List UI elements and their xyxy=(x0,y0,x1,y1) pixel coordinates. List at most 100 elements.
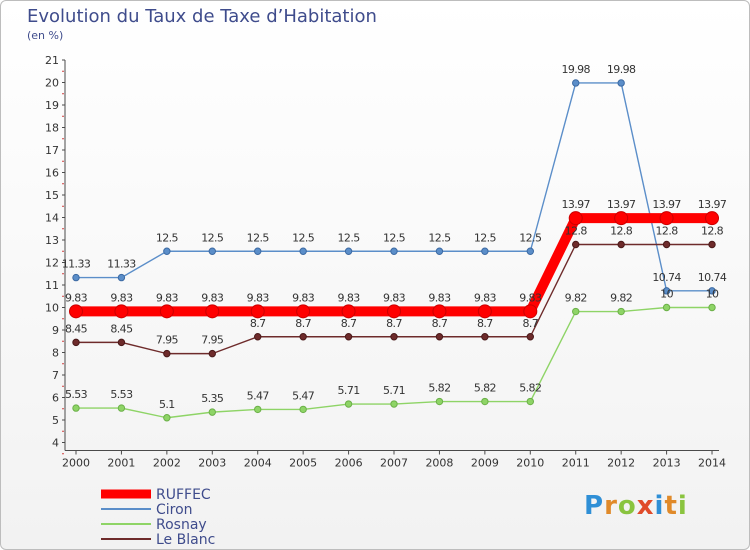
data-label: 5.47 xyxy=(292,389,315,402)
data-point xyxy=(117,273,126,282)
data-point xyxy=(344,247,353,255)
series-layer xyxy=(69,79,720,422)
x-tick-label: 2002 xyxy=(153,457,181,470)
data-label: 12.8 xyxy=(701,225,724,238)
logo-letter: P xyxy=(584,491,605,521)
data-label: 8.7 xyxy=(432,317,448,330)
data-label: 8.45 xyxy=(65,322,88,335)
data-point xyxy=(662,287,671,295)
legend-label: RUFFEC xyxy=(156,487,211,503)
x-tick-label: 2004 xyxy=(244,457,272,470)
data-point xyxy=(117,404,126,412)
x-tick-label: 2009 xyxy=(471,457,499,470)
data-label: 12.5 xyxy=(428,231,451,244)
data-point xyxy=(163,349,171,358)
x-tick-label: 2007 xyxy=(380,457,408,470)
data-point xyxy=(163,247,171,255)
data-label: 10.74 xyxy=(652,271,681,284)
x-tick-label: 2001 xyxy=(107,457,135,470)
data-point xyxy=(708,303,716,312)
data-label: 9.83 xyxy=(247,291,270,304)
data-point xyxy=(572,79,580,87)
data-point xyxy=(432,304,447,319)
x-tick-label: 2005 xyxy=(289,457,317,470)
data-point xyxy=(523,304,538,319)
data-label: 9.83 xyxy=(519,291,542,304)
data-label: 13.97 xyxy=(607,198,636,211)
data-point xyxy=(296,304,311,319)
data-point xyxy=(299,333,307,341)
x-tick-label: 2010 xyxy=(516,457,544,470)
series-line-ciron xyxy=(76,82,713,292)
data-point xyxy=(708,287,716,295)
data-label: 9.82 xyxy=(565,292,587,305)
data-point xyxy=(387,304,402,319)
y-tick-label: 15 xyxy=(45,189,59,202)
data-label: 11.33 xyxy=(62,258,91,271)
data-point xyxy=(477,304,492,319)
data-label: 5.82 xyxy=(519,382,541,395)
data-label: 12.5 xyxy=(201,231,224,244)
x-tick-label: 2014 xyxy=(698,457,726,470)
data-point xyxy=(662,303,671,312)
y-tick-label: 5 xyxy=(52,414,59,427)
data-point xyxy=(117,338,126,347)
data-label: 8.7 xyxy=(386,317,402,330)
y-tick-label: 13 xyxy=(45,234,59,247)
axes: 4 5 6 7 8 9 10 11 12 13 14 15 16 17 18 19 20 21 2000 2001 20… xyxy=(45,54,726,470)
y-tick-label: 6 xyxy=(52,392,59,405)
data-label: 5.71 xyxy=(383,384,405,397)
data-label: 9.83 xyxy=(201,291,224,304)
x-tick-label: 2013 xyxy=(653,457,681,470)
data-label: 8.7 xyxy=(295,317,311,330)
proxiti-logo: Proxiti xyxy=(584,491,688,521)
data-label: 5.47 xyxy=(247,389,270,402)
data-point xyxy=(390,333,398,341)
data-point xyxy=(568,211,583,226)
data-label: 12.5 xyxy=(338,231,361,244)
data-point xyxy=(526,247,534,255)
data-point xyxy=(114,304,129,319)
data-label: 8.7 xyxy=(522,317,538,330)
data-point xyxy=(435,397,444,406)
data-point xyxy=(69,304,83,319)
data-point xyxy=(572,240,580,249)
x-tick-label: 2008 xyxy=(425,457,453,470)
legend-label: Le Blanc xyxy=(156,532,215,548)
data-point xyxy=(481,247,489,255)
y-tick-label: 8 xyxy=(52,347,59,360)
x-tick-label: 2003 xyxy=(198,457,226,470)
y-tick-label: 7 xyxy=(52,369,59,382)
data-label: 10.74 xyxy=(698,271,727,284)
data-label: 5.82 xyxy=(428,382,450,395)
data-label: 12.8 xyxy=(565,225,588,238)
x-tick-label: 2011 xyxy=(562,457,590,470)
data-point xyxy=(205,304,220,319)
data-label: 12.5 xyxy=(383,231,406,244)
data-label: 12.5 xyxy=(519,231,542,244)
x-tick-label: 2000 xyxy=(62,457,90,470)
data-point xyxy=(526,397,534,406)
data-label: 10 xyxy=(660,288,673,301)
data-label: 11.33 xyxy=(107,258,136,271)
chart-subtitle: (en %) xyxy=(27,29,64,42)
data-point xyxy=(163,414,171,422)
data-point xyxy=(72,273,80,282)
data-point xyxy=(159,304,174,319)
data-label: 9.83 xyxy=(383,291,406,304)
data-point xyxy=(617,79,625,87)
y-tick-label: 12 xyxy=(45,257,59,270)
data-point xyxy=(572,307,580,316)
y-tick-label: 10 xyxy=(45,302,59,315)
data-point xyxy=(344,400,353,408)
data-label: 13.97 xyxy=(561,198,590,211)
data-label: 19.98 xyxy=(561,63,590,76)
logo-letter: t xyxy=(664,491,678,521)
data-label: 9.83 xyxy=(65,291,88,304)
data-point xyxy=(299,405,307,414)
data-point xyxy=(614,211,629,226)
data-point xyxy=(526,333,534,341)
data-label: 8.7 xyxy=(477,317,493,330)
